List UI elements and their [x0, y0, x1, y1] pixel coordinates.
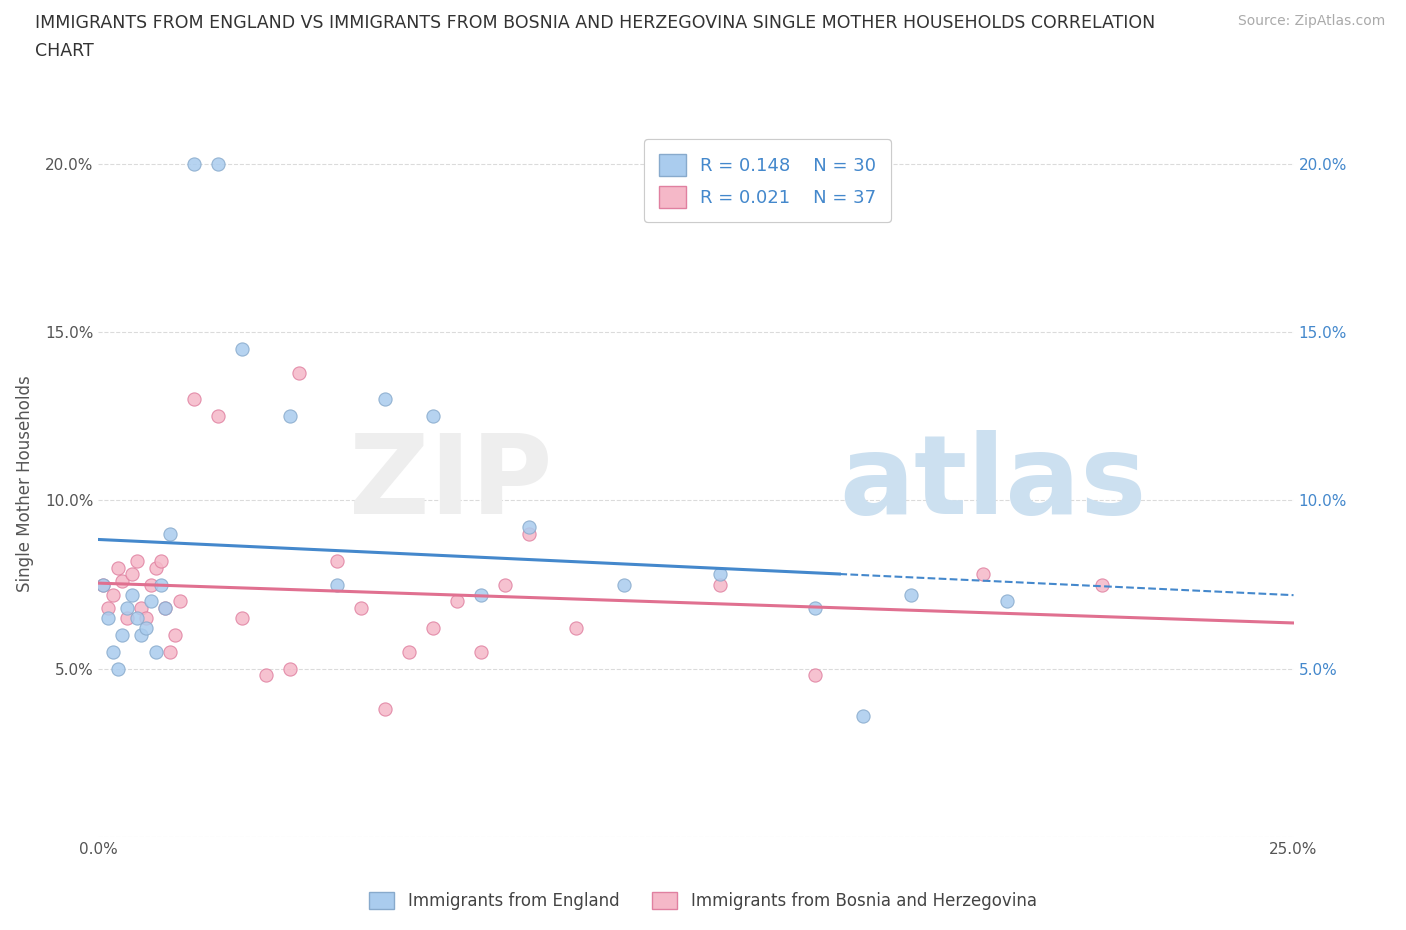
- Point: [115, 611, 138, 626]
- Point: [374, 392, 396, 407]
- Point: [131, 628, 153, 643]
- Point: [398, 644, 420, 659]
- Point: [231, 341, 253, 356]
- Point: [470, 644, 492, 659]
- Point: [97, 611, 120, 626]
- Point: [135, 611, 157, 626]
- Point: [278, 661, 301, 676]
- Point: [115, 601, 138, 616]
- Point: [254, 668, 277, 683]
- Point: [804, 668, 827, 683]
- Point: [278, 409, 301, 424]
- Point: [517, 526, 540, 541]
- Point: [231, 611, 253, 626]
- Point: [995, 594, 1018, 609]
- Text: CHART: CHART: [35, 42, 94, 60]
- Point: [900, 587, 922, 602]
- Y-axis label: Single Mother Households: Single Mother Households: [15, 375, 34, 592]
- Text: atlas: atlas: [839, 430, 1147, 538]
- Point: [107, 661, 129, 676]
- Point: [517, 520, 540, 535]
- Point: [326, 553, 349, 568]
- Text: IMMIGRANTS FROM ENGLAND VS IMMIGRANTS FROM BOSNIA AND HERZEGOVINA SINGLE MOTHER : IMMIGRANTS FROM ENGLAND VS IMMIGRANTS FR…: [35, 14, 1156, 32]
- Point: [709, 567, 731, 582]
- Text: ZIP: ZIP: [349, 430, 553, 538]
- Point: [163, 628, 186, 643]
- Point: [446, 594, 468, 609]
- Point: [159, 526, 181, 541]
- Point: [121, 587, 143, 602]
- Point: [155, 601, 177, 616]
- Point: [91, 578, 114, 592]
- Point: [131, 601, 153, 616]
- Point: [139, 578, 162, 592]
- Point: [125, 611, 148, 626]
- Point: [207, 409, 229, 424]
- Point: [326, 578, 349, 592]
- Point: [852, 709, 875, 724]
- Point: [125, 553, 148, 568]
- Point: [374, 701, 396, 716]
- Point: [972, 567, 994, 582]
- Point: [145, 560, 167, 575]
- Point: [422, 621, 444, 636]
- Point: [350, 601, 373, 616]
- Point: [107, 560, 129, 575]
- Legend: R = 0.148    N = 30, R = 0.021    N = 37: R = 0.148 N = 30, R = 0.021 N = 37: [644, 140, 891, 222]
- Point: [288, 365, 311, 380]
- Point: [207, 156, 229, 171]
- Point: [91, 578, 114, 592]
- Point: [111, 574, 134, 589]
- Point: [111, 628, 134, 643]
- Point: [1091, 578, 1114, 592]
- Point: [422, 409, 444, 424]
- Point: [139, 594, 162, 609]
- Point: [155, 601, 177, 616]
- Point: [565, 621, 588, 636]
- Point: [97, 601, 120, 616]
- Text: Source: ZipAtlas.com: Source: ZipAtlas.com: [1237, 14, 1385, 28]
- Point: [613, 578, 636, 592]
- Point: [101, 644, 124, 659]
- Point: [494, 578, 516, 592]
- Point: [159, 644, 181, 659]
- Point: [135, 621, 157, 636]
- Point: [804, 601, 827, 616]
- Point: [121, 567, 143, 582]
- Point: [101, 587, 124, 602]
- Point: [709, 578, 731, 592]
- Point: [169, 594, 191, 609]
- Point: [145, 644, 167, 659]
- Point: [149, 578, 172, 592]
- Legend: Immigrants from England, Immigrants from Bosnia and Herzegovina: Immigrants from England, Immigrants from…: [363, 885, 1043, 917]
- Point: [183, 392, 205, 407]
- Point: [149, 553, 172, 568]
- Point: [470, 587, 492, 602]
- Point: [183, 156, 205, 171]
